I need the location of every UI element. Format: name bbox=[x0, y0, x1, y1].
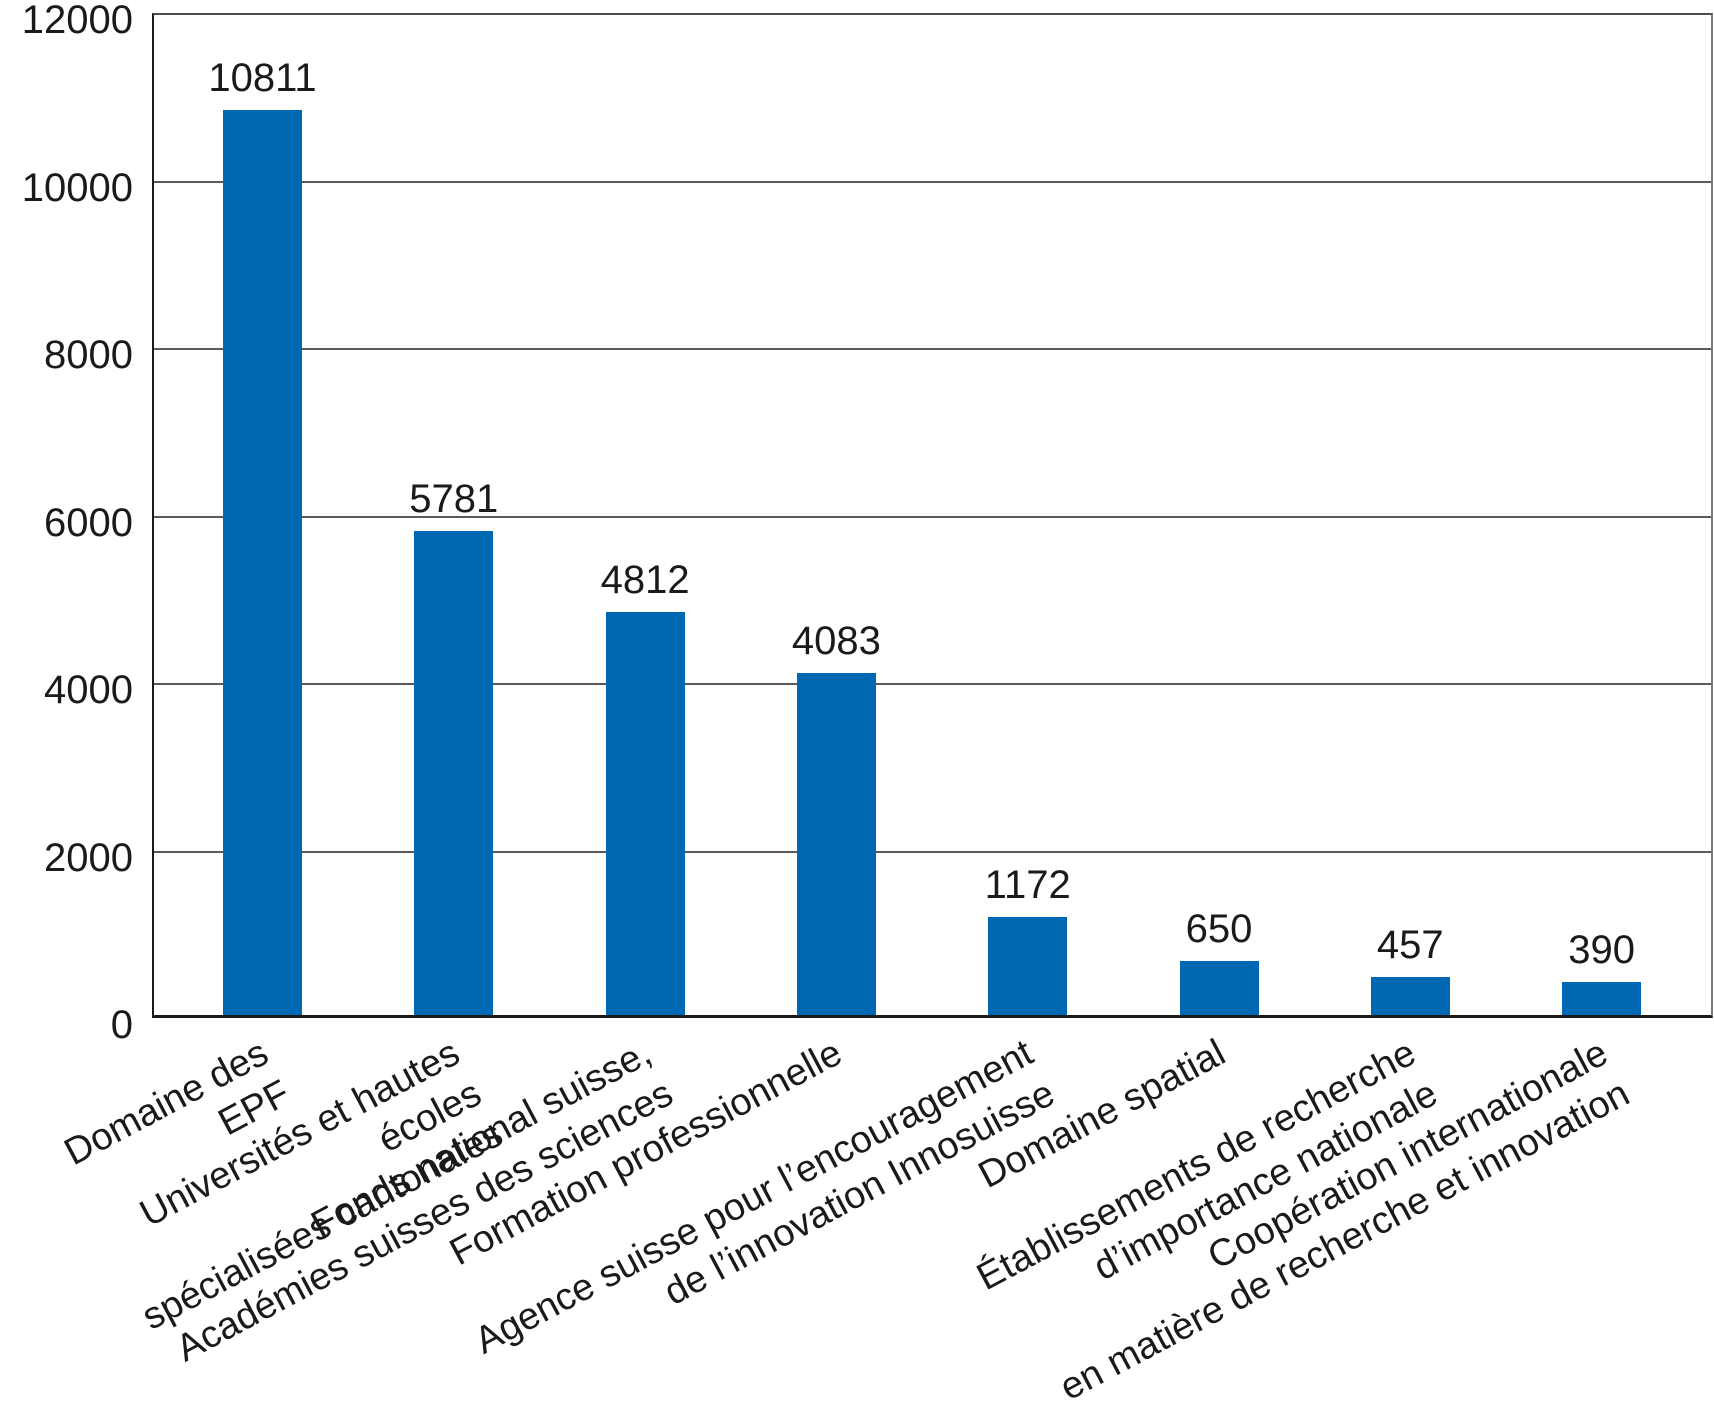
bar-value-label: 650 bbox=[1185, 906, 1253, 951]
y-tick-label: 6000 bbox=[44, 500, 133, 545]
bar bbox=[1179, 960, 1259, 1015]
bar bbox=[796, 673, 876, 1015]
plot-area bbox=[152, 13, 1713, 1018]
bar bbox=[1562, 982, 1642, 1015]
y-tick-label: 10000 bbox=[21, 165, 133, 210]
bar bbox=[223, 109, 302, 1015]
y-tick-label: 12000 bbox=[21, 0, 133, 42]
bar bbox=[414, 530, 494, 1015]
bar-value-label: 390 bbox=[1568, 928, 1635, 973]
y-tick-label: 4000 bbox=[44, 668, 133, 712]
bar bbox=[605, 612, 685, 1015]
gridline bbox=[154, 683, 1711, 685]
bar-value-label: 4812 bbox=[600, 557, 690, 602]
bar-value-label: 4083 bbox=[791, 619, 881, 664]
bar bbox=[1370, 976, 1450, 1015]
y-tick-label: 0 bbox=[110, 1003, 133, 1047]
bar-value-label: 457 bbox=[1376, 922, 1444, 967]
gridline bbox=[154, 348, 1711, 350]
bar-value-label: 10811 bbox=[208, 55, 317, 100]
y-tick-label: 2000 bbox=[44, 835, 133, 880]
bar bbox=[988, 916, 1068, 1015]
gridline bbox=[154, 515, 1711, 518]
y-tick-label: 8000 bbox=[44, 333, 133, 377]
gridline bbox=[154, 180, 1711, 183]
bar-value-label: 5781 bbox=[409, 476, 499, 521]
bar-value-label: 1172 bbox=[984, 862, 1071, 907]
gridline bbox=[154, 850, 1711, 853]
